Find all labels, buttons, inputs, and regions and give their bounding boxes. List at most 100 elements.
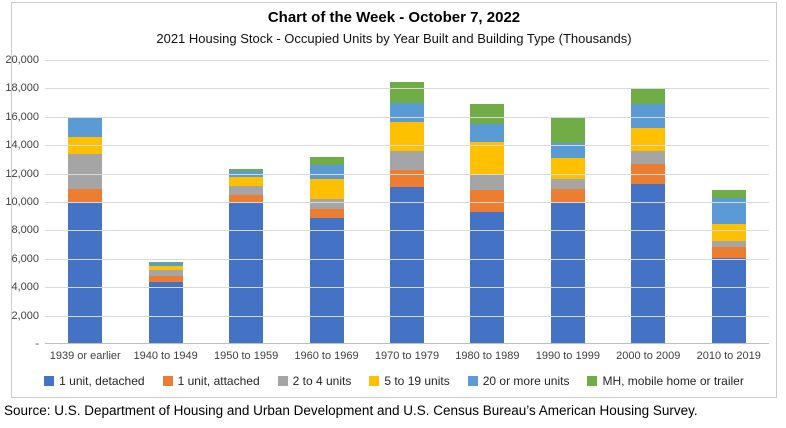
gridline <box>45 258 769 260</box>
bar-segment <box>470 173 505 191</box>
gridline <box>45 173 769 175</box>
bar-segment <box>550 157 585 180</box>
legend-swatch-icon <box>277 376 288 386</box>
stacked-bar-1950-to-1959 <box>229 169 264 344</box>
bar-slot <box>45 60 125 344</box>
stacked-bar-2000-to-2009 <box>631 89 666 344</box>
y-axis-tick-label: 8,000 <box>11 224 39 237</box>
bar-slot <box>528 60 608 344</box>
bar-segment <box>389 187 424 344</box>
bar-segment <box>309 198 344 209</box>
bar-segment <box>68 154 103 190</box>
bar-segment <box>389 121 424 152</box>
bar-segment <box>229 169 264 172</box>
gridline <box>45 287 769 289</box>
bar-slot <box>689 60 769 344</box>
y-axis-tick-label: 6,000 <box>11 252 39 265</box>
legend-swatch-icon <box>162 376 173 386</box>
bar-segment <box>631 89 666 105</box>
gridline <box>45 230 769 232</box>
bar-segment <box>711 223 746 242</box>
x-axis-line <box>45 343 769 344</box>
x-axis-tick-label: 1939 or earlier <box>49 350 121 362</box>
bar-segment <box>229 203 264 344</box>
bar-segment <box>148 282 183 344</box>
bar-segment <box>229 185 264 196</box>
bar-segment <box>389 102 424 122</box>
bar-segment <box>550 202 585 344</box>
bar-segment <box>68 202 103 344</box>
bar-segment <box>148 261 183 263</box>
y-axis-tick-label: 14,000 <box>5 139 39 152</box>
gridline <box>45 315 769 317</box>
bar-segment <box>631 127 666 152</box>
source-note: Source: U.S. Department of Housing and U… <box>4 403 698 418</box>
bar-slot <box>206 60 286 344</box>
plot-area <box>45 60 769 344</box>
bar-segment <box>711 241 746 247</box>
legend-label: 5 to 19 units <box>384 374 450 388</box>
x-axis-tick-label: 2000 to 2009 <box>616 350 681 362</box>
bar-segment <box>711 246 746 259</box>
legend-swatch-icon <box>369 376 380 386</box>
bar-segment <box>550 118 585 143</box>
legend-item: 20 or more units <box>467 374 569 388</box>
y-axis-tick-label: 10,000 <box>5 196 39 208</box>
stacked-bar-1980-to-1989 <box>470 103 505 344</box>
gridline <box>45 88 769 90</box>
x-axis-tick-label: 2010 to 2019 <box>696 350 761 362</box>
bar-segment <box>68 118 103 137</box>
bar-segment <box>309 156 344 165</box>
legend-label: 2 to 4 units <box>292 374 352 388</box>
bar-segment <box>229 176 264 186</box>
bar-segment <box>470 190 505 212</box>
y-axis-tick-label: - <box>35 338 39 350</box>
bar-segment <box>389 151 424 171</box>
stacked-bar-1990-to-1999 <box>550 118 585 344</box>
legend: 1 unit, detached 1 unit, attached 2 to 4 u… <box>12 374 776 388</box>
x-axis-tick-label: 1970 to 1979 <box>374 350 440 362</box>
bar-segment <box>309 208 344 218</box>
gridline <box>45 116 769 118</box>
legend-label: MH, mobile home or trailer <box>602 374 744 388</box>
bar-segment <box>148 265 183 270</box>
x-axis-tick-label: 1980 to 1989 <box>455 350 520 362</box>
bar-segment <box>309 217 344 344</box>
bar-segment <box>631 183 666 344</box>
bar-segment <box>470 141 505 174</box>
legend-swatch-icon <box>587 376 598 386</box>
legend-item: 2 to 4 units <box>277 374 352 388</box>
legend-item: 5 to 19 units <box>369 374 450 388</box>
legend-swatch-icon <box>467 376 478 386</box>
stacked-bar-1939-or-earlier <box>68 118 103 344</box>
legend-item: MH, mobile home or trailer <box>587 374 744 388</box>
bar-segment <box>631 163 666 184</box>
gridline <box>45 202 769 203</box>
x-axis-tick-label: 1990 to 1999 <box>535 350 600 362</box>
bar-segment <box>711 189 746 199</box>
gridline <box>45 60 769 61</box>
chart-container: Chart of the Week - October 7, 2022 2021… <box>5 2 777 398</box>
bar-segment <box>309 164 344 179</box>
bars-row <box>45 60 769 344</box>
bar-segment <box>631 151 666 164</box>
bar-segment <box>631 104 666 128</box>
chart-title: Chart of the Week - October 7, 2022 <box>267 9 521 26</box>
x-axis-tick-label: 1950 to 1959 <box>213 350 279 362</box>
bar-slot <box>367 60 447 344</box>
bar-segment <box>68 189 103 203</box>
y-axis-tick-label: 12,000 <box>5 167 39 180</box>
stacked-bar-2010-to-2019 <box>711 189 746 344</box>
x-axis-tick-label: 1960 to 1969 <box>294 350 359 362</box>
bar-segment <box>550 142 585 158</box>
bar-segment <box>148 276 183 283</box>
y-axis-tick-label: 20,000 <box>5 54 39 66</box>
legend-item: 1 unit, attached <box>162 374 260 388</box>
gridline <box>45 145 769 147</box>
bar-segment <box>470 123 505 142</box>
bar-segment <box>470 211 505 344</box>
bar-segment <box>389 82 424 103</box>
bar-segment <box>309 178 344 199</box>
bar-segment <box>711 258 746 344</box>
